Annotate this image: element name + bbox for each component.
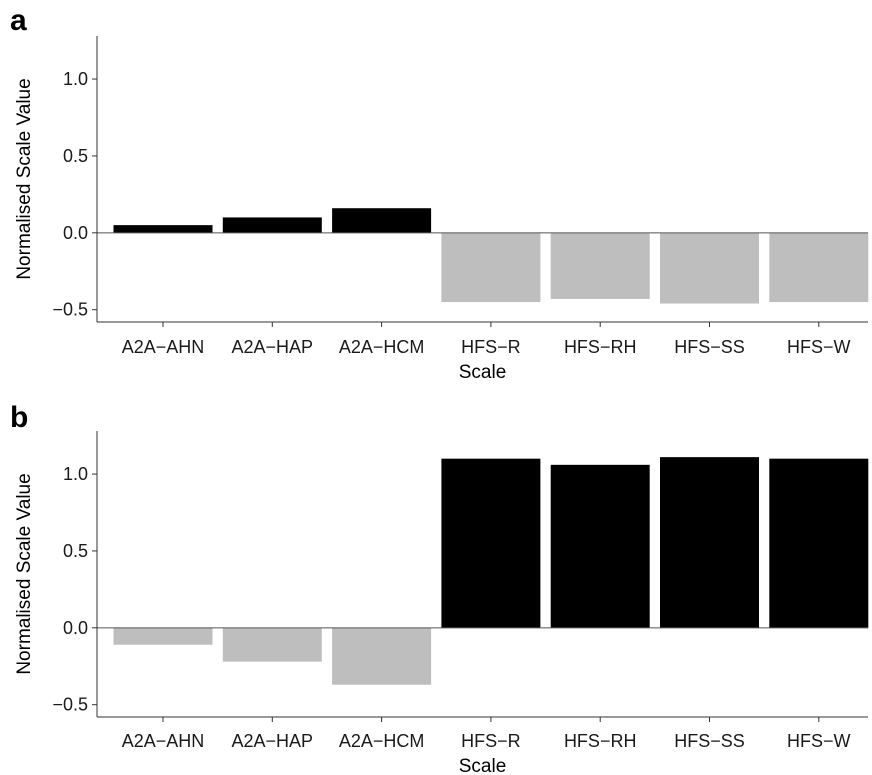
bar-7 bbox=[769, 232, 869, 303]
x-tick-label: HFS−R bbox=[461, 731, 521, 751]
y-tick-label: 1.0 bbox=[63, 69, 88, 89]
x-tick-label: HFS−W bbox=[787, 731, 851, 751]
x-tick-label: A2A−HCM bbox=[339, 337, 425, 357]
x-tick-label: A2A−AHN bbox=[122, 337, 205, 357]
x-axis-title: Scale bbox=[459, 756, 507, 775]
x-tick-label: HFS−R bbox=[461, 337, 521, 357]
bar-2 bbox=[222, 217, 322, 233]
y-tick-label: 0.0 bbox=[63, 618, 88, 638]
panel-a: a −0.5 0.0 0.5 1.0 A2A−AHN A2A−HAP A2A−HCM HFS−R… bbox=[10, 4, 869, 383]
bar-3 bbox=[332, 627, 432, 685]
y-tick-label: 1.0 bbox=[63, 464, 88, 484]
bar-2 bbox=[222, 627, 322, 662]
y-tick-label: 0.5 bbox=[63, 541, 88, 561]
y-tick-label: −0.5 bbox=[52, 300, 88, 320]
y-tick-label: 0.5 bbox=[63, 146, 88, 166]
bar-6 bbox=[660, 457, 759, 628]
y-axis-title: Normalised Scale Value bbox=[14, 78, 35, 279]
x-tick-label: A2A−HCM bbox=[339, 731, 425, 751]
bar-1 bbox=[113, 225, 213, 233]
panel-label: a bbox=[10, 4, 27, 37]
panel-label: b bbox=[10, 401, 28, 434]
x-tick-label: HFS−SS bbox=[674, 731, 745, 751]
bar-3 bbox=[332, 208, 432, 233]
bar-5 bbox=[550, 232, 650, 299]
x-tick-label: HFS−SS bbox=[674, 337, 745, 357]
y-tick-label: −0.5 bbox=[52, 695, 88, 715]
bar-4 bbox=[441, 232, 541, 303]
y-axis-title: Normalised Scale Value bbox=[14, 473, 35, 674]
x-tick-label: A2A−HAP bbox=[232, 731, 314, 751]
bar-6 bbox=[660, 232, 759, 304]
bar-4 bbox=[441, 458, 541, 628]
x-axis-title: Scale bbox=[459, 362, 507, 383]
x-tick-label: HFS−RH bbox=[564, 337, 637, 357]
panel-b: b −0.5 0.0 0.5 1.0 A2A−AHN A2A−HAP A2A−HCM HFS−R… bbox=[10, 401, 869, 775]
x-tick-label: HFS−W bbox=[787, 337, 851, 357]
bar-1 bbox=[113, 627, 213, 645]
y-tick-label: 0.0 bbox=[63, 223, 88, 243]
x-tick-label: A2A−AHN bbox=[122, 731, 205, 751]
bar-7 bbox=[769, 458, 869, 628]
x-tick-label: A2A−HAP bbox=[232, 337, 314, 357]
x-tick-label: HFS−RH bbox=[564, 731, 637, 751]
bar-5 bbox=[550, 464, 650, 628]
